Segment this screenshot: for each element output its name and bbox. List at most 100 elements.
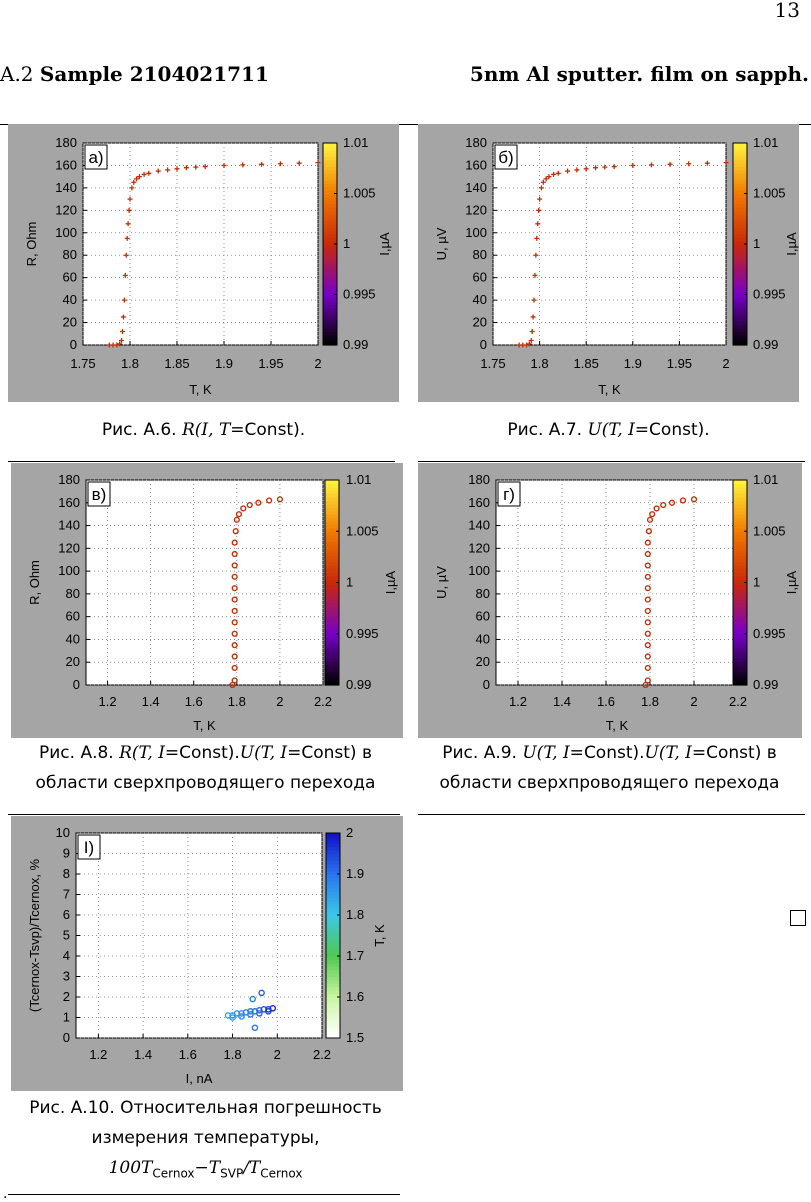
colorbar-segment <box>325 524 339 529</box>
x-tick-label: 1.2 <box>99 694 117 709</box>
colorbar-segment <box>733 678 747 683</box>
colorbar-segment <box>733 626 747 631</box>
caption-math-e: /T <box>243 1158 261 1178</box>
colorbar-segment <box>733 190 747 195</box>
colorbar-segment <box>733 203 747 208</box>
colorbar-segment <box>733 196 747 201</box>
colorbar-segment <box>323 166 337 171</box>
colorbar-segment <box>326 979 340 984</box>
colorbar-segment <box>733 156 747 161</box>
colorbar-segment <box>323 297 337 302</box>
data-point <box>120 314 126 320</box>
colorbar-segment <box>325 644 339 649</box>
x-tick-label: 1.85 <box>164 356 189 371</box>
colorbar-label: I,µA <box>383 570 398 594</box>
colorbar-tick-label: 0.99 <box>753 677 778 692</box>
colorbar-segment <box>326 901 340 906</box>
data-point <box>141 171 147 177</box>
colorbar-segment <box>325 565 339 570</box>
data-point <box>131 179 137 185</box>
y-tick-label: 120 <box>465 202 487 217</box>
colorbar-segment <box>733 314 747 319</box>
data-point <box>123 252 129 258</box>
plot-area <box>82 142 319 346</box>
colorbar-segment <box>733 287 747 292</box>
figure-a8-chart: 1.2 1.4 1.6 1.8 2 2.2 0 20 40 60 80 100 120 140 160 180… <box>27 472 398 733</box>
figure-a10-caption: Рис. А.10. Относительная погрешность изм… <box>8 1093 403 1188</box>
colorbar-segment <box>325 613 339 618</box>
y-tick-label: 0 <box>70 337 77 352</box>
colorbar-segment <box>733 149 747 154</box>
colorbar-segment <box>733 503 747 508</box>
colorbar-segment <box>733 307 747 312</box>
colorbar-segment <box>326 874 340 879</box>
y-tick-label: 3 <box>63 969 70 984</box>
colorbar-segment <box>323 223 337 228</box>
colorbar-segment <box>733 521 747 526</box>
x-tick-label: 1.8 <box>531 356 549 371</box>
caption-math-1: R(T, I= <box>119 743 180 763</box>
colorbar-segment <box>323 159 337 164</box>
colorbar-segment <box>733 507 747 512</box>
colorbar-segment <box>325 626 339 631</box>
rule-a9-top <box>418 461 805 462</box>
caption-const: Const). <box>244 420 306 440</box>
stray-mark: . <box>3 1186 8 1202</box>
colorbar-segment <box>733 297 747 302</box>
y-tick-label: 20 <box>473 315 487 330</box>
colorbar-segment <box>733 592 747 597</box>
colorbar-segment <box>325 606 339 611</box>
colorbar-segment <box>326 928 340 933</box>
colorbar-segment <box>325 486 339 491</box>
y-tick-label: 180 <box>55 135 77 150</box>
colorbar-segment <box>323 318 337 323</box>
colorbar-segment <box>325 538 339 543</box>
colorbar-segment <box>323 156 337 161</box>
y-tick-label: 40 <box>66 631 80 646</box>
data-point <box>146 170 152 176</box>
colorbar-segment <box>326 993 340 998</box>
x-tick-label: 1.8 <box>224 1047 242 1062</box>
colorbar-segment <box>323 270 337 275</box>
colorbar-segment <box>325 483 339 488</box>
x-axis-label: T, K <box>193 718 216 733</box>
data-series <box>516 160 729 348</box>
colorbar-segment <box>733 630 747 635</box>
data-series <box>224 989 277 1032</box>
y-tick-label: 140 <box>465 180 487 195</box>
data-point <box>296 160 302 166</box>
colorbar-segment <box>323 233 337 238</box>
data-point <box>231 653 238 660</box>
colorbar-segment <box>325 633 339 638</box>
colorbar-segment <box>733 497 747 502</box>
caption-const-1: Const). <box>583 743 645 763</box>
x-tick-label: 1.95 <box>667 356 692 371</box>
colorbar-segment <box>326 887 340 892</box>
colorbar-segment <box>733 338 747 343</box>
colorbar-segment <box>323 311 337 316</box>
y-tick-label: 160 <box>58 495 80 510</box>
data-series <box>642 496 698 689</box>
colorbar-segment <box>325 667 339 672</box>
colorbar-segment <box>733 657 747 662</box>
colorbar-segment <box>323 237 337 242</box>
data-point <box>221 162 227 168</box>
data-point <box>240 162 246 168</box>
rule-a10-top <box>8 814 400 815</box>
colorbar-segment <box>323 193 337 198</box>
colorbar-tick-label: 1.6 <box>346 989 364 1004</box>
colorbar-label: T, K <box>372 924 387 947</box>
x-axis-label: T, K <box>606 718 629 733</box>
colorbar-segment <box>326 935 340 940</box>
colorbar-segment <box>733 623 747 628</box>
data-point <box>644 677 651 684</box>
data-point <box>233 516 240 523</box>
colorbar-segment <box>733 548 747 553</box>
data-point <box>645 528 653 535</box>
colorbar-segment <box>733 233 747 238</box>
data-point <box>229 1014 236 1021</box>
colorbar-segment <box>326 1000 340 1005</box>
caption-const: Const). <box>649 420 710 440</box>
colorbar-segment <box>323 307 337 312</box>
caption-prefix: Рис. А.7. <box>507 420 583 440</box>
